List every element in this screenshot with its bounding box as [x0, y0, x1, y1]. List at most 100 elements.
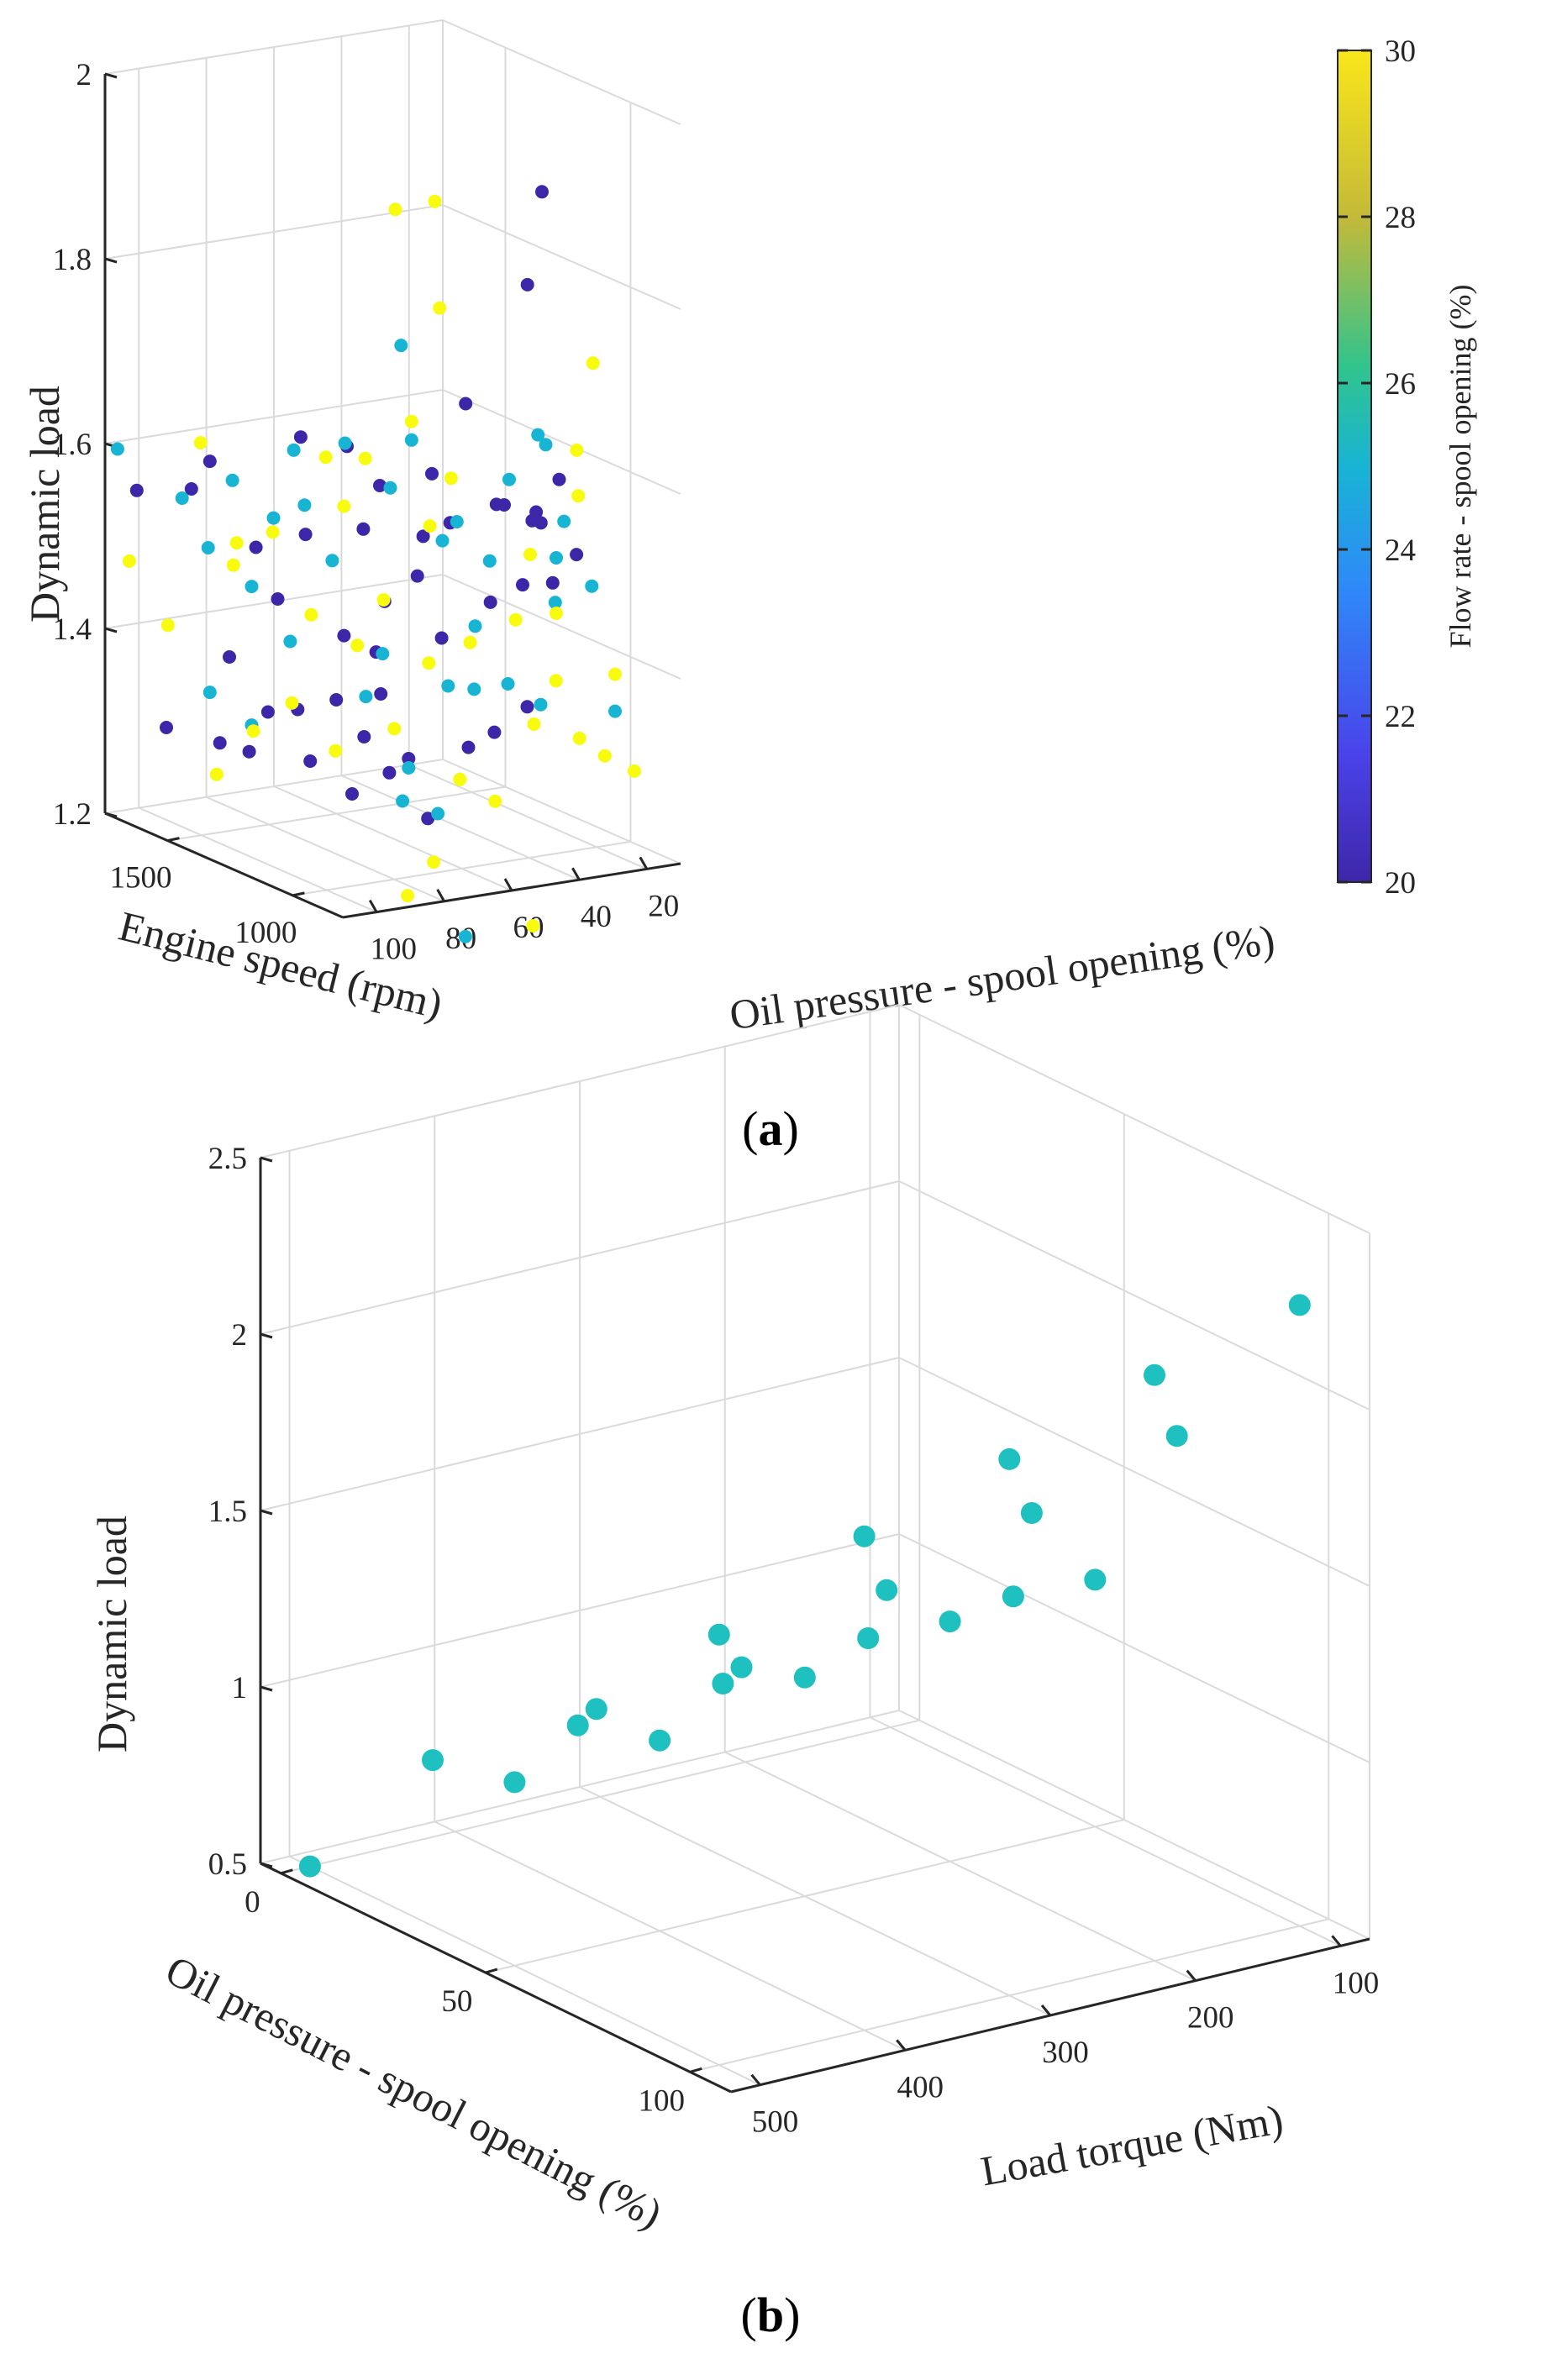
panel-a-point — [608, 704, 622, 718]
colorbar-tick-label: 30 — [1385, 34, 1416, 69]
panel-a-point — [487, 725, 502, 739]
panel-b-y-tick — [896, 2039, 907, 2052]
panel-a-point — [571, 489, 586, 503]
panel-b-x-tick — [485, 1968, 498, 1974]
panel-b-grid-line — [724, 1751, 1197, 1982]
panel-b-point — [1084, 1568, 1107, 1591]
panel-b-x-tick-label: 50 — [441, 1984, 472, 2019]
panel-a-grid-line — [408, 764, 648, 870]
panel-b-grid-line — [870, 1716, 1341, 1947]
panel-b-x-tick-label: 0 — [245, 1885, 260, 1920]
panel-a-point — [450, 515, 464, 528]
panel-b-x-tick — [280, 1868, 293, 1875]
panel-b-point — [1002, 1585, 1024, 1608]
panel-a-point — [410, 569, 424, 583]
panel-b-y-tick — [1186, 1969, 1197, 1982]
panel-a-point — [382, 765, 397, 780]
panel-a-point — [297, 498, 312, 512]
panel-a-point — [548, 596, 562, 610]
panel-b-grid-line — [579, 1786, 1051, 2016]
panel-a-point — [376, 647, 390, 661]
panel-a-point — [318, 450, 333, 465]
panel-a-point — [160, 618, 175, 633]
panel-a-point — [175, 491, 189, 505]
panel-a-point — [422, 656, 436, 670]
panel-a-point — [416, 529, 430, 544]
panel-b-point — [712, 1673, 734, 1694]
panel-b-point — [566, 1714, 589, 1736]
panel-b-y-tick — [750, 2073, 761, 2086]
panel-a-point — [608, 667, 622, 681]
panel-a-y-tick — [503, 878, 513, 891]
panel-a-point — [337, 628, 351, 643]
panel-a-x-tick-label: 1500 — [109, 861, 171, 896]
colorbar — [1337, 50, 1372, 883]
panel-a-y-tick — [571, 867, 581, 880]
panel-a-point — [357, 730, 371, 743]
panel-a-point — [458, 929, 472, 943]
panel-b-point — [585, 1698, 607, 1721]
panel-a-point — [298, 528, 313, 542]
panel-a-point — [459, 397, 473, 411]
panel-b-x-tick-label: 100 — [639, 2083, 686, 2118]
panel-a-point — [266, 511, 281, 525]
panel-a-y-tick-label: 20 — [648, 889, 679, 923]
panel-a-point — [293, 430, 308, 444]
panel-a-point — [597, 749, 612, 763]
panel-a-point — [402, 761, 416, 775]
panel-a-point — [209, 767, 224, 781]
panel-b-x-axis — [260, 1862, 732, 2094]
panel-b-point — [876, 1579, 898, 1601]
panel-b-z-tick-label: 2.5 — [208, 1142, 247, 1176]
panel-a-point — [467, 682, 481, 696]
panel-a-y-tick — [639, 856, 649, 870]
panel-a-grid-line — [138, 806, 377, 913]
panel-b-point — [649, 1729, 671, 1752]
panel-a-z-tick-label: 1.6 — [53, 428, 92, 462]
panel-a-point — [373, 479, 387, 492]
panel-a-point — [527, 717, 541, 731]
panel-b-point — [1288, 1294, 1311, 1316]
panel-a-point — [557, 514, 571, 528]
panel-b-point — [1144, 1363, 1165, 1386]
panel-b-axes — [259, 1156, 1370, 2094]
panel-a-point — [329, 743, 343, 758]
panel-b-z-tick-label: 1.5 — [208, 1495, 247, 1529]
panel-a-point — [374, 687, 388, 701]
colorbar-label: Flow rate - spool opening (%) — [1444, 285, 1477, 649]
panel-a-z-tick-label: 2 — [76, 58, 92, 92]
panel-a-point — [202, 686, 217, 700]
panel-a-point — [508, 612, 523, 627]
panel-b-z-tick-label: 2 — [232, 1318, 248, 1353]
panel-a-point — [356, 522, 371, 536]
panel-a-point — [271, 592, 285, 606]
panel-a-point — [226, 558, 240, 572]
panel-b-z-tick-label: 1 — [232, 1671, 248, 1705]
panel-a-point — [387, 722, 402, 736]
panel-a-point — [358, 451, 372, 465]
panel-a-point — [225, 473, 239, 487]
panel-b-y-tick-label: 400 — [897, 2070, 944, 2104]
panel-b-z-tick — [260, 1332, 273, 1339]
panel-a-point — [383, 481, 397, 495]
panel-b-grid-line — [898, 1533, 1370, 1763]
panel-b-z-axis-label: Dynamic load — [88, 1516, 135, 1752]
panel-a-point — [122, 554, 136, 568]
panel-a-grid-line — [442, 759, 681, 864]
panel-a-point — [549, 674, 563, 688]
panel-a-y-axis-label: Oil pressure - spool opening (%) — [727, 916, 1277, 1038]
panel-a-grid-line — [292, 840, 631, 896]
panel-b-point — [998, 1447, 1021, 1470]
panel-a-point — [249, 540, 263, 554]
panel-b-grid-line — [898, 1357, 1370, 1587]
panel-a-point — [345, 787, 359, 801]
panel-a-point — [394, 339, 408, 353]
panel-a-y-tick-label: 100 — [370, 933, 417, 967]
panel-a-z-tick — [104, 72, 118, 79]
panel-b-point — [857, 1627, 880, 1649]
panel-a-point — [520, 277, 534, 292]
colorbar-tick-label: 20 — [1385, 866, 1416, 901]
panel-a-point — [303, 754, 318, 768]
panel-b-y-tick-label: 200 — [1187, 2001, 1234, 2036]
